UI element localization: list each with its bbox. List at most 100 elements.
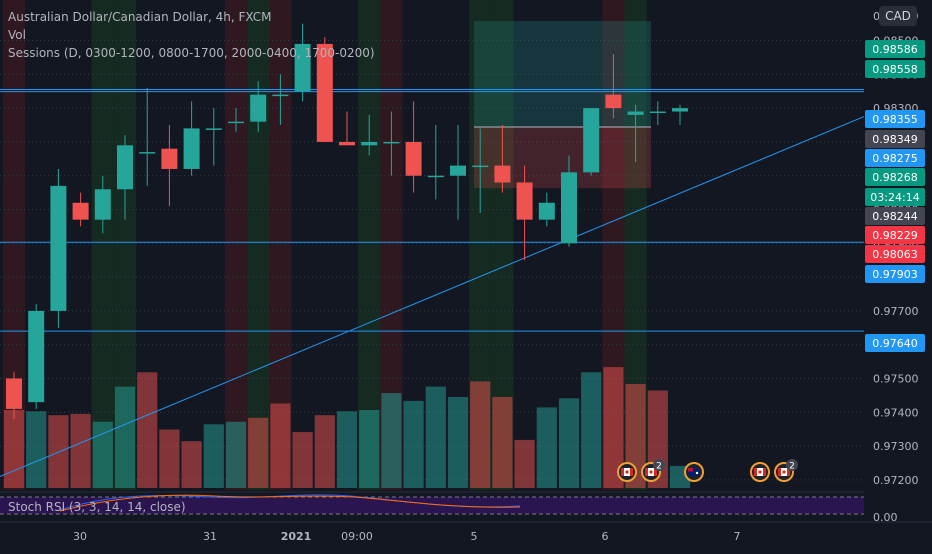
candle[interactable]	[494, 125, 511, 193]
candle[interactable]	[183, 101, 200, 176]
event-marker[interactable]	[684, 462, 704, 482]
sessions-indicator-label[interactable]: Sessions (D, 0300-1200, 0800-1700, 2000-…	[8, 46, 375, 60]
candle[interactable]	[139, 87, 156, 186]
candle-body	[427, 175, 444, 178]
price-label-text: 0.98586	[872, 43, 918, 56]
candle-body	[6, 378, 22, 409]
volume-bar	[470, 381, 491, 488]
stoch-rsi-label[interactable]: Stoch RSI (3, 3, 14, 14, close)	[8, 500, 186, 514]
price-label[interactable]: 0.97903	[865, 265, 925, 283]
union-jack-icon	[688, 468, 693, 472]
candle[interactable]	[538, 192, 555, 227]
candle[interactable]	[516, 165, 533, 261]
candle[interactable]	[583, 108, 600, 176]
session-stripe	[247, 0, 270, 490]
candle[interactable]	[161, 125, 178, 207]
volume-bar	[137, 372, 158, 488]
session-stripe	[269, 0, 292, 490]
volume-bar	[381, 393, 402, 488]
candle[interactable]	[472, 128, 489, 213]
price-label-text: 0.97903	[872, 268, 918, 281]
price-label[interactable]: 0.98355	[865, 110, 925, 128]
price-label-bg	[865, 149, 925, 167]
candle[interactable]	[427, 125, 444, 200]
price-label-bg	[865, 188, 925, 206]
candle[interactable]	[28, 304, 45, 409]
price-label-text: 03:24:14	[870, 191, 919, 204]
time-axis: 30 31 2021 09:00 5 6 7	[0, 521, 932, 550]
time-tick: 7	[734, 530, 741, 543]
session-stripe	[91, 0, 114, 490]
candle[interactable]	[627, 104, 644, 163]
price-label[interactable]: 0.98268	[865, 168, 925, 186]
price-label[interactable]: 0.98244	[865, 207, 925, 225]
candle[interactable]	[205, 108, 222, 166]
price-label[interactable]: 0.98229	[865, 226, 925, 244]
candle-body	[383, 141, 400, 144]
candle[interactable]	[50, 168, 67, 328]
volume-indicator-label[interactable]: Vol	[8, 28, 26, 42]
candle[interactable]	[117, 135, 133, 220]
time-tick: 5	[471, 530, 478, 543]
candle[interactable]	[561, 155, 577, 247]
session-stripe	[469, 0, 492, 490]
candle[interactable]	[250, 81, 267, 132]
profit-zone[interactable]	[474, 20, 651, 128]
candle[interactable]	[272, 74, 289, 126]
long-position-tool	[474, 20, 651, 189]
price-label-text: 0.98244	[872, 210, 918, 223]
time-tick: 09:00	[341, 530, 373, 543]
candle[interactable]	[94, 175, 111, 234]
candle[interactable]	[339, 111, 355, 146]
candle[interactable]	[649, 101, 666, 126]
session-stripe	[113, 0, 137, 490]
time-tick: 31	[203, 530, 217, 543]
candle[interactable]	[228, 108, 244, 132]
event-marker[interactable]: 2	[774, 459, 798, 482]
event-marker[interactable]: 2	[641, 459, 665, 482]
horizontal-lines	[0, 89, 864, 332]
stoch-band	[0, 497, 864, 514]
trendline-segment[interactable]	[0, 116, 865, 477]
event-marker[interactable]	[750, 462, 770, 482]
candle[interactable]	[450, 125, 466, 220]
maple-leaf-icon	[758, 470, 762, 474]
price-label[interactable]: 0.98275	[865, 149, 925, 167]
volume-bar	[92, 421, 113, 488]
session-stripe	[380, 0, 403, 490]
volume-bar	[336, 411, 358, 488]
flag-band	[645, 468, 648, 476]
candle-body	[516, 182, 533, 220]
candle-body	[561, 172, 577, 244]
candle-body	[205, 128, 222, 130]
candle[interactable]	[405, 101, 422, 193]
price-labels: 0.98586 0.98558 0.98355 0.98349 0.98275 0.982…	[865, 40, 925, 352]
trendline	[0, 116, 865, 477]
currency-badge[interactable]: CAD	[879, 6, 917, 26]
price-label-bg	[865, 245, 925, 263]
price-label[interactable]: 0.98349	[865, 130, 925, 148]
candle[interactable]	[383, 111, 400, 176]
candle[interactable]	[361, 114, 378, 156]
price-label[interactable]: 03:24:14	[865, 188, 925, 206]
symbol-title[interactable]: Australian Dollar/Canadian Dollar, 4h, F…	[8, 10, 272, 24]
candle-body	[494, 165, 511, 183]
candle[interactable]	[605, 54, 622, 119]
candle[interactable]	[672, 104, 688, 126]
price-label[interactable]: 0.98558	[865, 60, 925, 78]
volume-bar	[625, 384, 646, 488]
event-marker[interactable]	[617, 462, 637, 482]
candle[interactable]	[294, 23, 311, 102]
time-axis-bg	[0, 522, 932, 550]
session-stripe	[491, 0, 514, 490]
price-label-text: 0.97640	[872, 337, 918, 350]
candle[interactable]	[6, 371, 22, 420]
maple-leaf-icon	[782, 470, 786, 474]
price-label[interactable]: 0.97640	[865, 334, 925, 352]
price-label[interactable]: 0.98586	[865, 40, 925, 58]
candle[interactable]	[316, 37, 333, 142]
candle[interactable]	[72, 192, 89, 227]
price-label[interactable]: 0.98063	[865, 245, 925, 263]
